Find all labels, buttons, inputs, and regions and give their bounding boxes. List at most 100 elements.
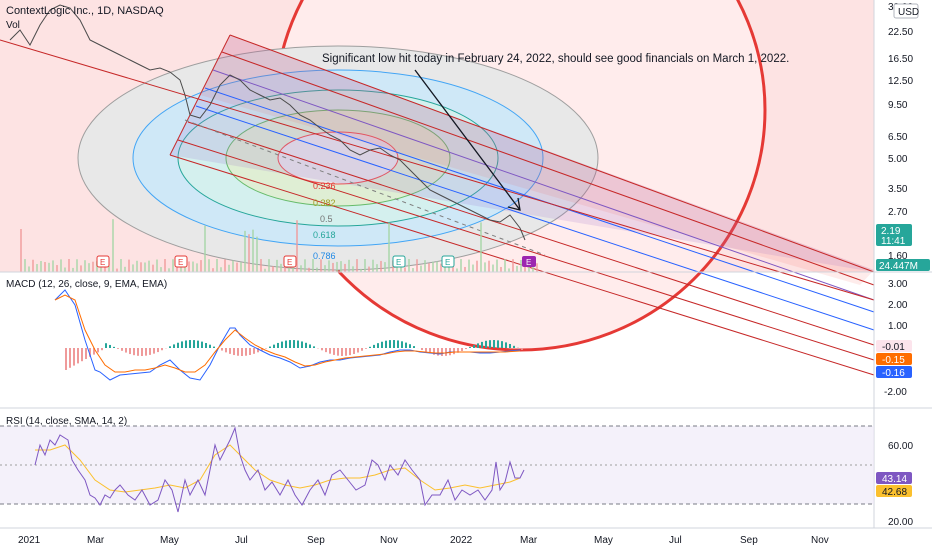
volume-bar — [64, 267, 66, 272]
volume-bar — [156, 259, 158, 272]
macd-line — [54, 289, 521, 381]
macd-hist-bar — [405, 342, 407, 348]
macd-hist-bar — [345, 348, 347, 356]
countdown-label: 11:41 — [881, 236, 906, 247]
macd-hist-bar — [349, 348, 351, 356]
macd-hist-bar — [233, 348, 235, 356]
volume-bar — [348, 259, 350, 272]
macd-hist-bar — [181, 341, 183, 348]
volume-bar — [520, 259, 522, 272]
macd-hist-bar — [341, 348, 343, 356]
macd-hist-bar — [149, 348, 151, 355]
macd-tick-3: 1.00 — [888, 321, 908, 332]
macd-hist-bar — [253, 348, 255, 354]
volume-bar — [192, 261, 194, 272]
macd-hist-bar — [321, 348, 323, 351]
macd-hist-bar — [469, 347, 471, 348]
macd-hist-value: -0.01 — [882, 342, 905, 353]
macd-hist-bar — [377, 343, 379, 348]
macd-hist-bar — [73, 348, 75, 366]
volume-bar — [384, 262, 386, 272]
rsi-axis[interactable]: 60.00 20.00 — [888, 441, 913, 528]
time-tick-nov-2022: Nov — [811, 535, 829, 546]
macd-hist-bar — [397, 340, 399, 348]
macd-hist-bar — [361, 348, 363, 351]
macd-hist-bar — [209, 344, 211, 348]
macd-hist-bar — [241, 348, 243, 356]
rsi-line — [34, 426, 525, 513]
macd-hist-bar — [177, 342, 179, 348]
volume-bar — [144, 262, 146, 272]
volume-bar — [164, 259, 166, 272]
volume-bar — [92, 261, 94, 272]
volume-bar — [484, 262, 486, 272]
macd-axis[interactable]: 3.00 2.00 1.00 -2.00 — [884, 279, 908, 398]
macd-hist-bar — [145, 348, 147, 356]
volume-bar — [436, 261, 438, 272]
annotation-text[interactable]: Significant low hit today in February 24… — [322, 53, 789, 65]
volume-bar — [336, 261, 338, 272]
symbol-title[interactable]: ContextLogic Inc., 1D, NASDAQ — [6, 5, 164, 17]
macd-hist-bar — [161, 348, 163, 351]
volume-bar — [136, 260, 138, 272]
earnings-markers[interactable]: E E E E E E — [96, 255, 536, 268]
volume-bar — [344, 263, 346, 272]
macd-hist-bar — [373, 344, 375, 348]
volume-bar — [496, 259, 498, 272]
macd-hist-bar — [77, 348, 79, 364]
macd-hist-bar — [257, 348, 259, 353]
macd-hist-bar — [153, 348, 155, 354]
currency-badge[interactable]: USD — [898, 7, 919, 18]
macd-tick-1: 3.00 — [888, 279, 908, 290]
volume-bar — [268, 259, 270, 272]
volume-bar — [40, 261, 42, 272]
volume-bar — [80, 265, 82, 272]
macd-hist-bar — [261, 348, 263, 351]
volume-bar — [60, 259, 62, 272]
macd-hist-bar — [301, 341, 303, 348]
volume-bar — [56, 265, 58, 272]
volume-bar — [500, 266, 502, 272]
rsi-title[interactable]: RSI (14, close, SMA, 14, 2) — [6, 416, 127, 427]
volume-bar — [472, 264, 474, 272]
volume-bar — [32, 259, 34, 272]
price-tick-8: 3.50 — [888, 184, 908, 195]
macd-hist-bar — [497, 340, 499, 348]
earnings-marker-6: E — [526, 258, 531, 267]
fib-label-0236: 0.236 — [313, 181, 336, 191]
macd-hist-bar — [189, 340, 191, 348]
volume-bar — [364, 259, 366, 272]
macd-hist-bar — [521, 348, 523, 350]
macd-hist-bar — [401, 341, 403, 348]
volume-bar — [332, 262, 334, 272]
macd-hist-bar — [93, 348, 95, 355]
volume-bar — [160, 267, 162, 272]
volume-bar — [124, 266, 126, 272]
volume-bar — [300, 265, 302, 272]
time-tick-jul-2021: Jul — [235, 535, 248, 546]
macd-hist-bar — [273, 344, 275, 348]
volume-bar — [132, 264, 134, 272]
volume-bar — [272, 266, 274, 272]
price-axis[interactable]: 30.00 22.50 16.50 12.50 9.50 6.50 5.00 3… — [888, 2, 913, 262]
macd-signal-value: -0.15 — [882, 355, 905, 366]
volume-bar — [20, 229, 22, 272]
macd-hist-bar — [393, 340, 395, 348]
macd-hist-bar — [389, 340, 391, 348]
earnings-marker-2: E — [178, 258, 183, 267]
macd-histogram — [65, 340, 523, 370]
time-tick-mar-2022: Mar — [520, 535, 538, 546]
volume-bar — [404, 267, 406, 272]
macd-hist-bar — [329, 348, 331, 354]
macd-hist-bar — [453, 348, 455, 355]
volume-bar — [512, 259, 514, 272]
time-axis[interactable]: 2021 Mar May Jul Sep Nov 2022 Mar May Ju… — [18, 535, 829, 546]
macd-hist-bar — [413, 346, 415, 348]
macd-hist-bar — [237, 348, 239, 356]
volume-bar — [432, 261, 434, 272]
volume-bar — [320, 259, 322, 272]
macd-title[interactable]: MACD (12, 26, close, 9, EMA, EMA) — [6, 279, 167, 290]
annotation-arrow[interactable] — [414, 69, 521, 211]
macd-hist-bar — [173, 344, 175, 348]
